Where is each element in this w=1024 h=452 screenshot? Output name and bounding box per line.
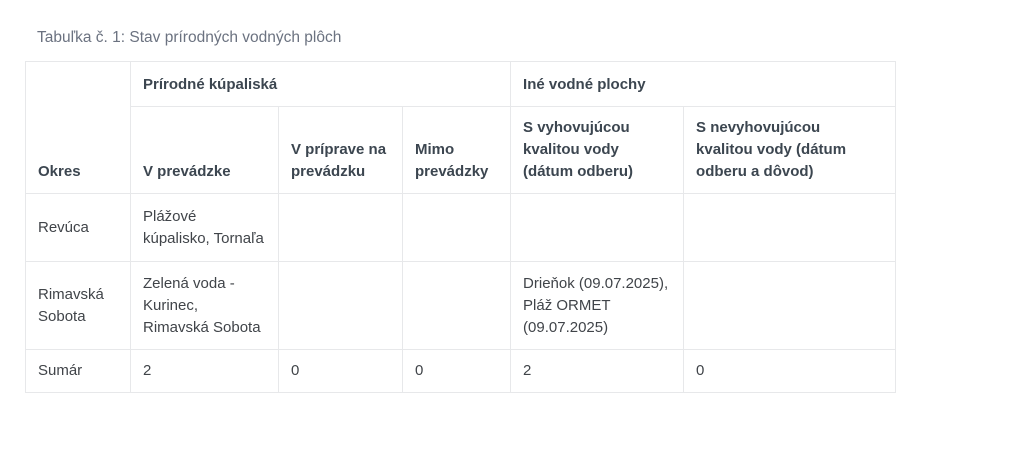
column-header-s-nevyhovujucou-kvalitou: S nevyhovujúcou kvalitou vody (dátum odb… — [683, 106, 897, 194]
column-header-row: V prevádzke V príprave na prevádzku Mimo… — [26, 106, 897, 194]
table-cell: Zelená voda - Kurinec, Rimavská Sobota — [130, 261, 279, 350]
table-caption: Tabuľka č. 1: Stav prírodných vodných pl… — [37, 29, 342, 46]
group-header-ine-vodne-plochy: Iné vodné plochy — [510, 61, 897, 107]
table-cell — [683, 193, 897, 262]
column-header-mimo-prevadzky: Mimo prevádzky — [401, 106, 512, 194]
table-cell: Drieňok (09.07.2025), Pláž ORMET (09.07.… — [510, 261, 685, 350]
table-cell: Rimavská Sobota — [25, 261, 131, 350]
table-cell: Sumár — [25, 349, 131, 393]
column-header-v-priprave-na-prevadzku: V príprave na prevádzku — [278, 106, 403, 194]
column-header-okres: Okres — [25, 61, 131, 194]
table-cell — [683, 261, 897, 350]
table-cell — [401, 261, 512, 350]
table-cell: 0 — [401, 349, 512, 393]
table-row: Rimavská Sobota Zelená voda - Kurinec, R… — [25, 261, 897, 350]
column-header-v-prevadzke: V prevádzke — [130, 106, 279, 194]
table-cell: 2 — [510, 349, 685, 393]
table-cell — [401, 193, 512, 262]
group-header-prirodne-kupaliska: Prírodné kúpaliská — [129, 61, 512, 107]
table-cell — [278, 261, 403, 350]
table-cell: Revúca — [25, 193, 131, 262]
table-cell: Plážové kúpalisko, Tornaľa — [130, 193, 279, 262]
table-cell: 0 — [683, 349, 897, 393]
table-cell: 0 — [278, 349, 403, 393]
table-section: Tabuľka č. 1: Stav prírodných vodných pl… — [25, 28, 897, 393]
summary-row: Sumár 2 0 0 2 0 — [25, 349, 897, 393]
table-cell — [510, 193, 685, 262]
table-row: Revúca Plážové kúpalisko, Tornaľa — [25, 193, 897, 262]
group-header-row: Okres Prírodné kúpaliská Iné vodné ploch… — [25, 61, 897, 194]
column-header-s-vyhovujucou-kvalitou: S vyhovujúcou kvalitou vody (dátum odber… — [510, 106, 685, 194]
table-cell: 2 — [130, 349, 279, 393]
table-cell — [278, 193, 403, 262]
natural-water-bodies-table: Okres Prírodné kúpaliská Iné vodné ploch… — [25, 61, 897, 393]
